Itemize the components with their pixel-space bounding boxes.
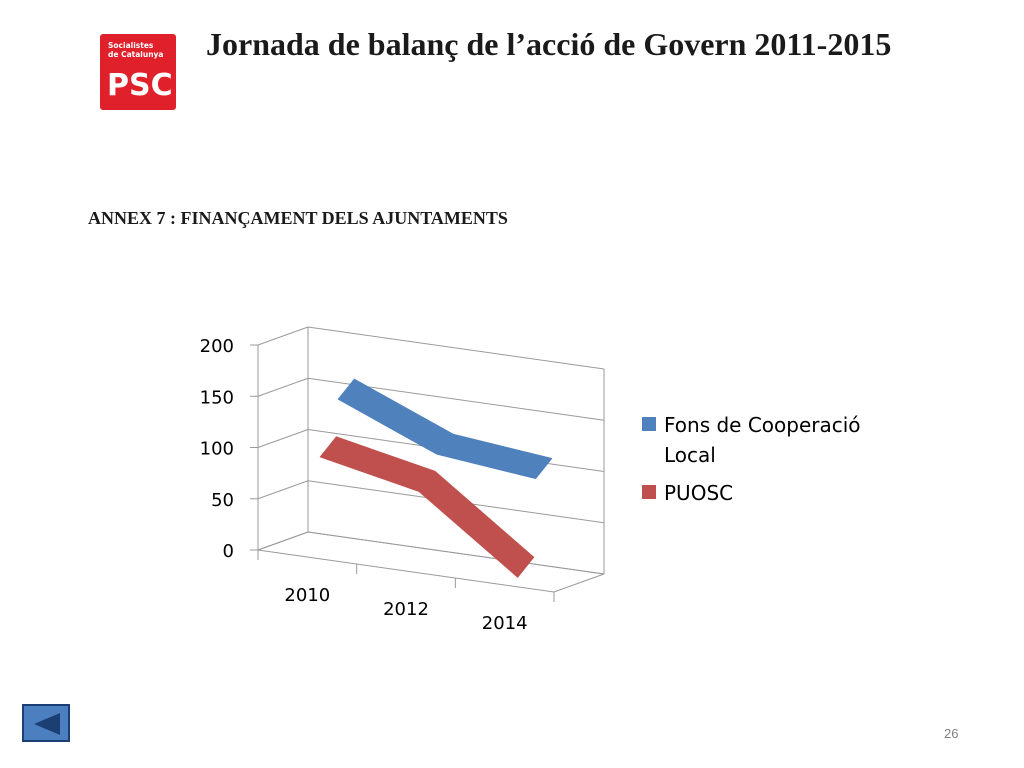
x-tick-label-2012: 2012	[383, 599, 429, 620]
chart-series	[319, 378, 553, 578]
logo-big-text: PSC	[107, 68, 173, 103]
gridline-0	[307, 531, 605, 575]
y-tick-label-3: 150	[200, 387, 234, 408]
chart-floor	[257, 531, 605, 593]
legend-item-puosc: PUOSC	[642, 478, 872, 508]
legend-label-fons: Fons de Cooperació Local	[664, 413, 861, 467]
y-tick-label-1: 50	[211, 490, 234, 511]
section-subtitle: ANNEX 7 : FINANÇAMENT DELS AJUNTAMENTS	[88, 208, 508, 228]
y-tick-label-0: 0	[223, 541, 234, 562]
x-tick-label-2010: 2010	[284, 585, 330, 606]
gridline-200	[307, 326, 605, 370]
chart-grid	[250, 326, 605, 602]
series-ribbon-1	[319, 436, 535, 578]
legend-swatch-puosc	[642, 485, 656, 499]
side-gridline-100	[257, 429, 309, 448]
legend-item-fons: Fons de Cooperació Local	[642, 410, 872, 470]
back-button[interactable]	[22, 704, 70, 742]
y-tick-label-2: 100	[200, 439, 234, 460]
series-ribbon-0	[337, 378, 553, 479]
page-number: 26	[944, 726, 959, 741]
side-gridline-150	[257, 377, 309, 397]
x-tick-label-2014: 2014	[482, 613, 528, 634]
back-arrow-icon	[34, 713, 60, 735]
legend-swatch-fons	[642, 417, 656, 431]
psc-logo: Socialistes de Catalunya PSC	[100, 34, 176, 110]
chart-legend: Fons de Cooperació Local PUOSC	[642, 410, 872, 516]
side-gridline-0	[257, 531, 309, 551]
y-tick-label-4: 200	[200, 336, 234, 357]
chart-labels: 0 50 100 150 200 2010 2012 2014	[200, 336, 528, 634]
logo-small-text: Socialistes de Catalunya	[108, 41, 164, 59]
page-title: Jornada de balanç de l’acció de Govern 2…	[206, 26, 892, 62]
legend-label-puosc: PUOSC	[664, 481, 734, 505]
side-gridline-50	[257, 480, 309, 500]
side-gridline-200	[257, 326, 309, 346]
